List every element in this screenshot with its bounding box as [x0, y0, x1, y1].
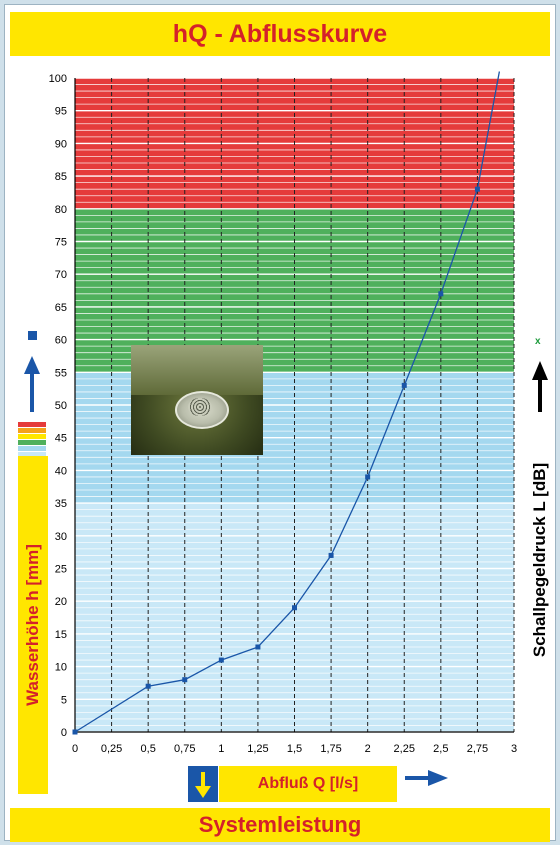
y-tick-label: 90	[55, 138, 67, 150]
down-arrow-icon	[195, 772, 211, 798]
data-point	[292, 605, 297, 611]
x-tick-label: 1	[218, 743, 224, 755]
data-point	[145, 683, 151, 689]
right-axis-label: Schallpegeldruck L [dB]	[530, 462, 549, 658]
up-arrow-icon	[24, 356, 40, 412]
x-tick-label: 3	[511, 743, 517, 755]
chart-title: hQ - Abflusskurve	[10, 12, 550, 56]
y-tick-label: 35	[55, 498, 67, 510]
x-tick-label: 2,75	[467, 743, 488, 755]
y-tick-label: 5	[61, 694, 67, 706]
x-tick-label: 2,25	[394, 743, 415, 755]
y-tick-label: 80	[55, 204, 67, 216]
data-point	[182, 677, 188, 683]
y-tick-label: 45	[55, 433, 67, 445]
legend-square-icon	[28, 331, 37, 340]
data-point	[365, 474, 371, 480]
y-tick-label: 85	[55, 171, 67, 183]
y-tick-label: 50	[55, 400, 67, 412]
data-point	[328, 552, 334, 558]
y-tick-label: 65	[55, 302, 67, 314]
data-point	[474, 186, 480, 192]
y-tick-label: 70	[55, 269, 67, 281]
y-axis-label: Wasserhöhe h [mm]	[23, 544, 42, 706]
y-tick-label: 40	[55, 465, 67, 477]
y-tick-label: 20	[55, 596, 67, 608]
footer-banner: Systemleistung	[10, 808, 550, 842]
data-point	[218, 657, 224, 663]
y-tick-label: 100	[49, 73, 67, 85]
y-tick-label: 55	[55, 367, 67, 379]
right-arrow-icon	[405, 770, 448, 786]
y-tick-label: 60	[55, 335, 67, 347]
data-curve	[72, 71, 501, 735]
x-tick-label: 1,25	[247, 743, 268, 755]
x-tick-label: 2	[365, 743, 371, 755]
x-tick-labels: 0 0,25 0,5 0,75 1 1,25 1,5 1,75 2 2,25 2,5 2,75 3	[72, 743, 517, 755]
y-tick-label: 75	[55, 237, 67, 249]
x-tick-label: 0,75	[174, 743, 195, 755]
y-axis-label-box	[18, 456, 48, 794]
data-point	[255, 644, 261, 650]
y-tick-label: 10	[55, 662, 67, 674]
data-point	[438, 291, 444, 297]
x-axis-label: Abfluß Q [l/s]	[219, 766, 397, 802]
x-tick-label: 0	[72, 743, 78, 755]
x-tick-label: 0,25	[101, 743, 122, 755]
data-point	[401, 382, 407, 388]
data-point	[72, 729, 78, 735]
down-arrow-box	[188, 766, 218, 802]
y-tick-label: 15	[55, 629, 67, 641]
drain-photo	[131, 345, 263, 455]
x-tick-label: 1,75	[320, 743, 341, 755]
right-axis-marker: x	[535, 336, 541, 347]
x-tick-label: 0,5	[141, 743, 156, 755]
y-tick-label: 25	[55, 564, 67, 576]
y-tick-label: 95	[55, 106, 67, 118]
y-tick-labels: 0 5 10 15 20 25 30 35 40 45 50 55 60 65 70 75 80 85 90 95 10…	[49, 73, 67, 739]
y-tick-label: 30	[55, 531, 67, 543]
x-tick-label: 1,5	[287, 743, 302, 755]
axes	[74, 78, 514, 733]
series-line	[74, 71, 501, 733]
x-tick-label: 2,5	[433, 743, 448, 755]
color-scale-icon	[18, 422, 46, 456]
y-tick-label: 0	[61, 727, 67, 739]
right-axis-up-arrow-icon	[532, 361, 548, 412]
